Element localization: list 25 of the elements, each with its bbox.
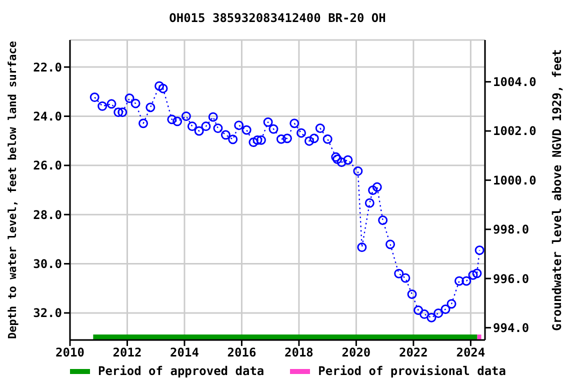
x-tick-label: 2016 xyxy=(227,346,256,360)
x-tick-label: 2018 xyxy=(284,346,314,360)
legend-label: Period of provisional data xyxy=(318,364,506,378)
y-tick-label: 32.0 xyxy=(33,306,62,320)
y-tick-label: 26.0 xyxy=(33,158,62,173)
y-tick-label: 30.0 xyxy=(33,257,62,272)
y2-tick-label: 996.0 xyxy=(493,272,530,286)
y2-tick-label: 998.0 xyxy=(493,222,530,237)
y2-tick-label: 1004.0 xyxy=(493,75,536,90)
x-tick-label: 2010 xyxy=(56,346,84,360)
y-tick-label: 24.0 xyxy=(33,109,62,124)
x-tick-label: 2020 xyxy=(342,346,371,360)
x-tick-label: 2014 xyxy=(170,346,199,360)
y2-axis-title: Groundwater level above NGVD 1929, feet xyxy=(549,48,565,333)
y2-tick-label: 1002.0 xyxy=(493,124,536,138)
x-tick-label: 2024 xyxy=(456,346,486,360)
y2-tick-label: 994.0 xyxy=(493,320,530,335)
y2-tick-label: 1000.0 xyxy=(493,173,536,188)
y-tick-label: 28.0 xyxy=(33,208,62,222)
x-tick-label: 2012 xyxy=(112,346,142,360)
legend-label: Period of approved data xyxy=(98,364,264,378)
chart-title: OH015 385932083412400 BR-20 OH xyxy=(168,11,387,25)
y-axis-title: Depth to water level, feet below land surface xyxy=(6,40,20,340)
x-tick-label: 2022 xyxy=(398,346,428,360)
y-tick-label: 22.0 xyxy=(33,60,62,74)
